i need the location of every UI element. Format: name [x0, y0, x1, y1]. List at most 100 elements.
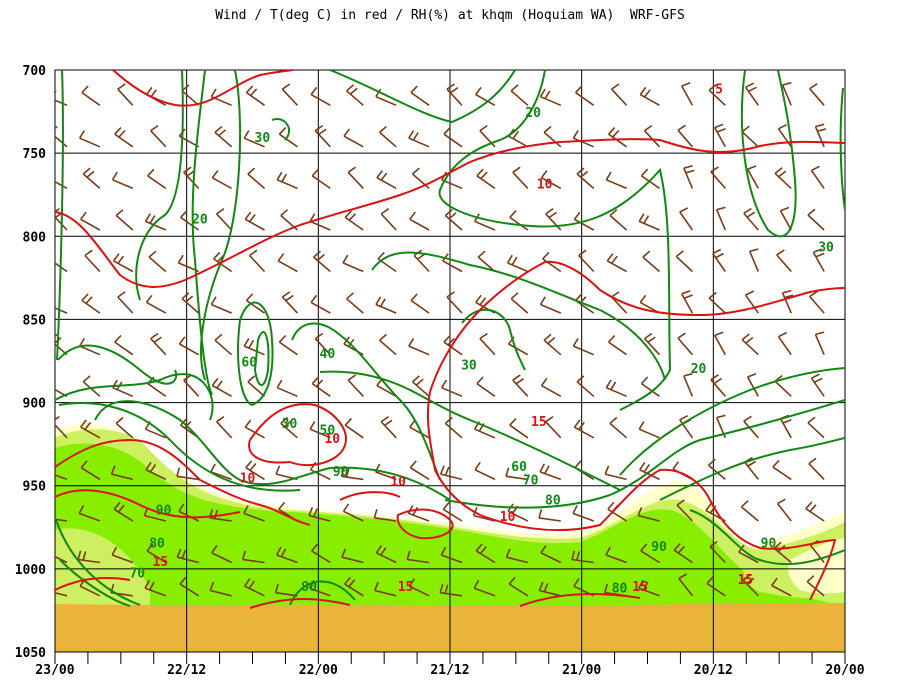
wind-barb [310, 86, 331, 106]
temperature-contour-label: 10 [240, 472, 256, 487]
temperature-contour-label: 10 [324, 432, 340, 447]
wind-barb [117, 83, 134, 106]
wind-barb [280, 416, 298, 439]
wind-barb [82, 375, 101, 397]
x-tick-label: 21/00 [562, 663, 601, 678]
wind-barb [308, 579, 331, 597]
wind-barb [807, 208, 825, 231]
wind-barb [673, 543, 693, 564]
wind-barb [446, 291, 463, 314]
rh-contour-label: 90 [333, 465, 349, 480]
wind-barb [440, 546, 463, 564]
wind-barb [710, 166, 726, 189]
wind-barb [540, 545, 562, 564]
wind-barb [79, 337, 101, 356]
wind-barb [683, 165, 695, 189]
wind-barb [572, 337, 595, 356]
wind-barb [81, 293, 101, 314]
wind-barb [375, 296, 397, 314]
wind-barb [80, 460, 101, 481]
wind-barb [777, 331, 792, 356]
rh-contour-line [55, 519, 141, 606]
wind-barb [805, 501, 825, 522]
wind-barb [572, 130, 595, 148]
wind-barb [510, 292, 529, 314]
wind-barb [611, 291, 628, 314]
wind-barb [638, 579, 660, 597]
wind-barb [576, 375, 595, 397]
wind-barb [407, 505, 430, 522]
wind-barb [278, 127, 298, 148]
wind-barb [410, 293, 430, 314]
wind-barb [245, 293, 265, 314]
temperature-contour-label: 5 [715, 83, 723, 98]
rh-contour-line [56, 70, 64, 361]
wind-barb [55, 90, 68, 107]
wind-barb [248, 249, 266, 273]
wind-barb [608, 334, 628, 356]
temperature-contour-line [55, 138, 845, 288]
wind-barb [637, 506, 660, 522]
wind-barb [308, 506, 331, 522]
wind-barb [538, 581, 561, 597]
wind-barb [706, 576, 726, 597]
rh-contour-line [740, 70, 797, 238]
wind-barb [543, 125, 562, 148]
wind-barb [781, 81, 792, 106]
temperature-contour-line [249, 403, 347, 467]
wind-barb [679, 207, 694, 231]
y-tick-label: 950 [23, 480, 47, 495]
wind-barb [506, 254, 529, 273]
wind-barb [473, 579, 496, 597]
wind-barb [408, 578, 430, 597]
x-tick-label: 22/00 [299, 663, 338, 678]
wind-barb [713, 123, 727, 148]
wind-barb [713, 331, 727, 356]
wind-barb [379, 333, 397, 356]
wind-barb [809, 83, 825, 106]
wind-barb [211, 545, 232, 564]
wind-barb [113, 501, 134, 522]
wind-barb [578, 249, 595, 273]
wind-barb [84, 249, 101, 273]
wind-barb [814, 123, 827, 148]
wind-barb [609, 416, 628, 439]
wind-barb [640, 543, 660, 564]
y-tick-label: 750 [23, 147, 47, 162]
wind-barb [638, 213, 660, 231]
wind-barb [538, 509, 561, 522]
wind-barb [814, 331, 825, 356]
wind-barb [509, 210, 529, 231]
wind-barb [776, 249, 792, 273]
wind-barb [281, 83, 298, 106]
wind-barb [512, 166, 529, 189]
wind-barb [55, 555, 68, 564]
wind-barb [779, 206, 792, 231]
wind-barb [505, 548, 528, 564]
contour-labels-layer: 5 10 10 10 10 10 15 15 15 15 15 20 30 20 30 60 40 30 20 30 5… [129, 83, 834, 597]
wind-barb [111, 171, 134, 190]
wind-barb [244, 419, 265, 439]
wind-barb [344, 418, 364, 439]
wind-barb [276, 171, 298, 190]
wind-barb [244, 211, 265, 231]
wind-barb [247, 167, 266, 190]
wind-barb [309, 213, 331, 231]
rh-contour-label: 20 [525, 106, 541, 121]
wind-barb [79, 130, 101, 148]
wind-barb [576, 167, 595, 190]
rh-contour-label: 30 [255, 131, 271, 146]
wind-barb [311, 543, 331, 564]
wind-barb [639, 461, 660, 481]
rh-contour-label: 30 [282, 417, 298, 432]
wind-barb [278, 334, 298, 356]
temperature-contour-label: 15 [153, 555, 169, 570]
wind-barb [474, 461, 496, 481]
wind-barb [115, 416, 134, 439]
rh-contour-line [57, 344, 178, 385]
wind-barb [281, 291, 298, 314]
wind-barb [117, 291, 134, 314]
temperature-contour-line [55, 489, 241, 519]
rh-contour-line [291, 322, 441, 481]
wind-barb [512, 374, 529, 397]
